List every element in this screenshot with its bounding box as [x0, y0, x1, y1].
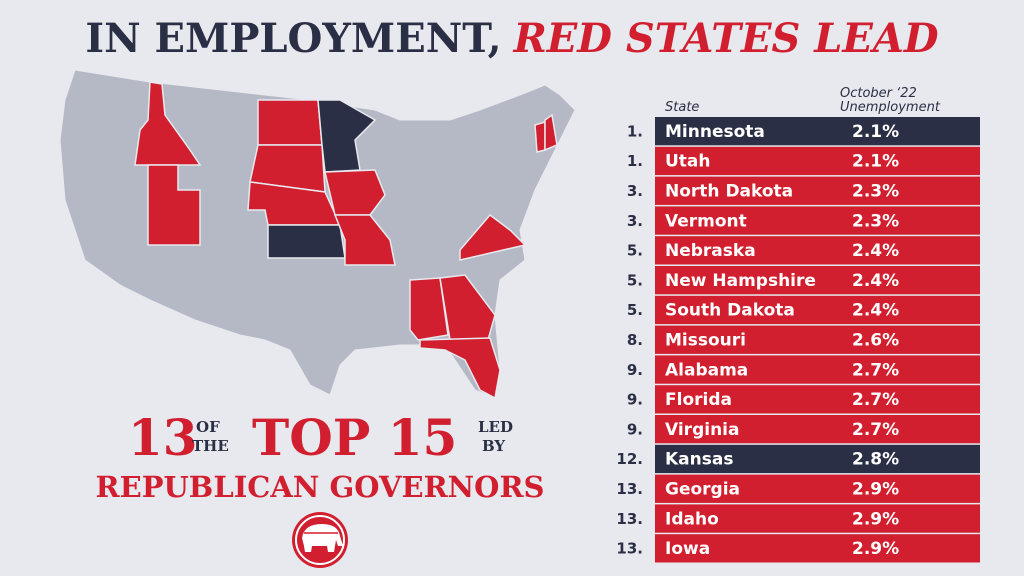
unemployment-rate: 2.8% [852, 450, 899, 470]
table-row [655, 534, 980, 563]
unemployment-rate: 2.4% [852, 301, 899, 321]
rank: 9. [627, 391, 643, 409]
rank: 5. [627, 301, 643, 319]
table-row [655, 385, 980, 414]
rank: 13. [616, 540, 643, 558]
unemployment-rate: 2.6% [852, 331, 899, 351]
unemployment-rate: 2.9% [852, 539, 899, 559]
state-name: Vermont [665, 211, 747, 231]
rank: 1. [627, 122, 643, 140]
unemployment-rate: 2.4% [852, 271, 899, 291]
state-vermont [534, 120, 546, 153]
us-map [59, 69, 576, 400]
state-idaho [134, 81, 202, 166]
state-kansas [267, 224, 346, 259]
rank: 9. [627, 361, 643, 379]
title-part: RED STATES LEAD [513, 15, 939, 62]
unemployment-rate: 2.7% [852, 420, 899, 440]
table-row [655, 295, 980, 325]
gop-logo [292, 512, 348, 568]
banner-small: LED [478, 418, 513, 436]
state-name: Missouri [665, 331, 746, 351]
state-name: New Hampshire [665, 271, 816, 291]
table-row [655, 206, 980, 235]
rank: 9. [627, 420, 643, 438]
rank: 12. [616, 450, 643, 468]
state-name: Idaho [665, 509, 719, 529]
banner-small: OF [196, 418, 220, 436]
banner-small: BY [482, 437, 505, 455]
state-name: North Dakota [665, 182, 793, 202]
rank: 13. [616, 480, 643, 498]
unemployment-rate: 2.1% [852, 152, 899, 172]
table-row [655, 117, 980, 146]
state-name: Iowa [665, 539, 710, 559]
table-row [655, 325, 980, 354]
column-header: State [665, 100, 699, 115]
unemployment-rate: 2.3% [852, 182, 899, 202]
state-name: Utah [665, 152, 711, 172]
column-header: October ‘22 [840, 86, 917, 101]
state-florida [419, 337, 501, 400]
banner-top: TOP 15 [252, 408, 457, 467]
state-utah [147, 164, 201, 246]
column-header: Unemployment [840, 100, 941, 115]
banner-count: 13 [128, 408, 198, 467]
table-row [655, 266, 980, 295]
banner: 13 OF THE TOP 15 LED BY REPUBLICAN GOVER… [96, 408, 545, 568]
state-name: South Dakota [665, 301, 795, 321]
logo-elephant [302, 524, 343, 552]
state-alabama [409, 277, 449, 341]
state-virginia [459, 213, 527, 261]
rank: 5. [627, 271, 643, 289]
state-georgia [439, 274, 496, 341]
table-row [655, 146, 980, 176]
table-row [655, 474, 980, 503]
rank: 1. [627, 152, 643, 170]
unemployment-rate: 2.9% [852, 480, 899, 500]
rank: 3. [627, 212, 643, 230]
state-missouri [333, 214, 396, 266]
state-iowa [324, 169, 386, 216]
banner-small: THE [192, 437, 229, 455]
banner-subtitle: REPUBLICAN GOVERNORS [96, 470, 545, 504]
state-name: Florida [665, 390, 732, 410]
state-new-hampshire [544, 113, 558, 152]
unemployment-rate: 2.3% [852, 211, 899, 231]
unemployment-rate: 2.4% [852, 241, 899, 261]
logo-ring [295, 515, 345, 565]
table-row [655, 176, 980, 205]
state-name: Kansas [665, 450, 733, 470]
state-name: Alabama [665, 360, 748, 380]
state-name: Minnesota [665, 122, 765, 142]
rank: 3. [627, 182, 643, 200]
rank: 8. [627, 331, 643, 349]
rank: 5. [627, 242, 643, 260]
table-row [655, 355, 980, 384]
unemployment-rate: 2.7% [852, 390, 899, 410]
table-row [655, 236, 980, 265]
title-part: IN EMPLOYMENT, [85, 15, 501, 62]
state-name: Georgia [665, 480, 740, 500]
state-north-dakota [257, 99, 323, 146]
unemployment-rate: 2.1% [852, 122, 899, 142]
title: IN EMPLOYMENT, RED STATES LEAD [85, 15, 939, 62]
rank: 13. [616, 510, 643, 528]
state-name: Nebraska [665, 241, 756, 261]
table: State October ‘22 Unemployment 1. Minneso… [616, 86, 980, 563]
unemployment-rate: 2.9% [852, 509, 899, 529]
state-name: Virginia [665, 420, 739, 440]
unemployment-rate: 2.7% [852, 360, 899, 380]
table-row [655, 444, 980, 474]
table-row [655, 504, 980, 533]
state-minnesota [317, 99, 377, 173]
table-row [655, 415, 980, 444]
